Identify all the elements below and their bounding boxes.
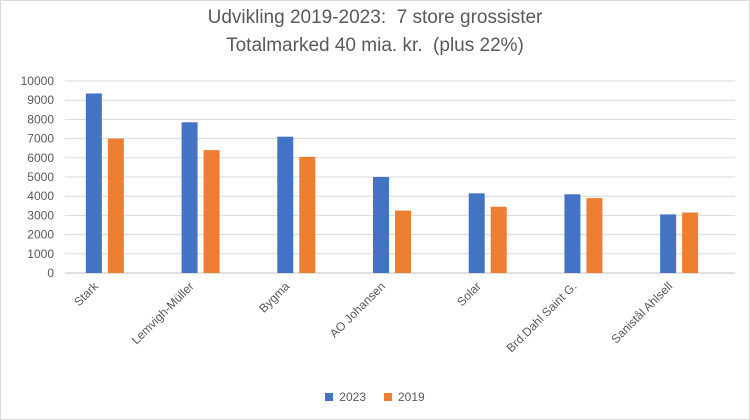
x-tick-label: Sanistål Ahlsell: [608, 279, 675, 346]
legend-label-2023: 2023: [339, 390, 366, 404]
x-tick-label: Stark: [71, 279, 101, 309]
x-tick-label: Bygma: [256, 279, 293, 316]
x-tick-label: AO Johansen: [327, 279, 388, 340]
legend: 2023 2019: [0, 390, 750, 404]
x-tick-label: Brd.Dahl Saint G.: [504, 279, 580, 355]
y-tick-label: 5000: [27, 170, 54, 184]
y-tick-label: 8000: [27, 112, 54, 126]
chart-title-line-1: Udvikling 2019-2023: 7 store grossister: [207, 7, 543, 28]
y-tick-label: 9000: [27, 93, 54, 107]
bar-2023-7: [660, 214, 677, 273]
legend-item-2023: 2023: [325, 390, 366, 404]
x-tick-label: Lemvigh-Müller: [129, 279, 197, 347]
x-tick-label: Solar: [454, 279, 484, 309]
bar-2019-4: [395, 210, 411, 273]
bar-2023-5: [468, 193, 485, 273]
legend-label-2019: 2019: [398, 390, 425, 404]
bar-2019-6: [586, 198, 603, 273]
y-tick-label: 1000: [27, 247, 54, 261]
y-tick-label: 2000: [27, 228, 54, 242]
bar-2019-3: [299, 156, 316, 273]
legend-swatch-2019: [384, 393, 392, 401]
bar-2023-4: [373, 177, 389, 273]
y-tick-label: 10000: [21, 74, 55, 88]
bar-2023-6: [564, 194, 581, 273]
legend-swatch-2023: [325, 393, 334, 401]
y-tick-label: 3000: [27, 208, 54, 222]
y-tick-label: 7000: [27, 132, 54, 146]
bar-2019-7: [682, 212, 699, 273]
bar-2019-1: [107, 138, 124, 273]
legend-item-2019: 2019: [384, 390, 425, 404]
chart-title-line-2: Totalmarked 40 mia. kr. (plus 22%): [226, 35, 524, 56]
bar-2019-2: [203, 150, 220, 273]
bar-2019-5: [490, 206, 507, 273]
y-tick-label: 6000: [27, 151, 54, 165]
bar-2023-1: [85, 93, 102, 273]
y-tick-label: 4000: [27, 189, 54, 203]
bar-2023-3: [277, 136, 294, 273]
bar-2023-2: [181, 122, 198, 273]
y-tick-label: 0: [47, 266, 54, 280]
